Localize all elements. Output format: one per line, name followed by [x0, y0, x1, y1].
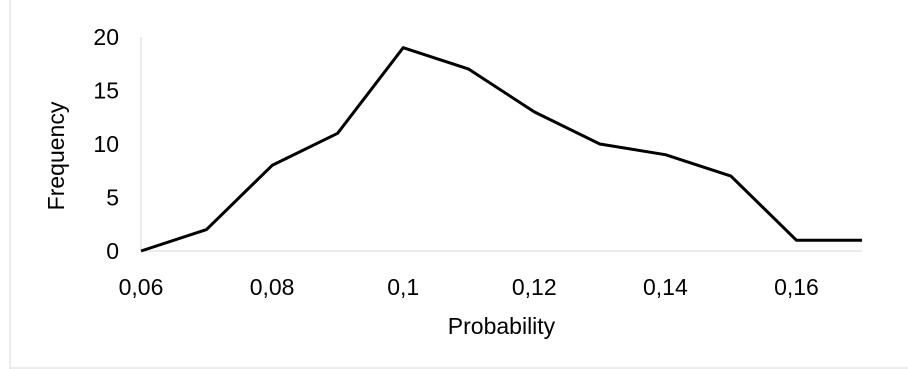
- x-tick-label: 0,06: [119, 274, 164, 300]
- y-tick-label: 5: [106, 185, 119, 211]
- x-tick-labels: 0,06 0,08 0,1 0,12 0,14 0,16: [119, 274, 819, 300]
- x-tick-label: 0,08: [250, 274, 295, 300]
- x-axis-title: Probability: [448, 313, 556, 339]
- x-tick-label: 0,12: [512, 274, 557, 300]
- x-tick-label: 0,1: [387, 274, 419, 300]
- y-tick-label: 10: [93, 131, 119, 157]
- y-tick-label: 20: [93, 24, 119, 50]
- series-line-frequency: [140, 46, 862, 253]
- y-tick-label: 0: [106, 238, 119, 264]
- y-axis-title: Frequency: [43, 101, 69, 210]
- y-tick-label: 15: [93, 78, 119, 104]
- y-tick-labels: 0 5 10 15 20: [93, 24, 119, 264]
- x-tick-label: 0,14: [643, 274, 688, 300]
- x-tick-label: 0,16: [774, 274, 819, 300]
